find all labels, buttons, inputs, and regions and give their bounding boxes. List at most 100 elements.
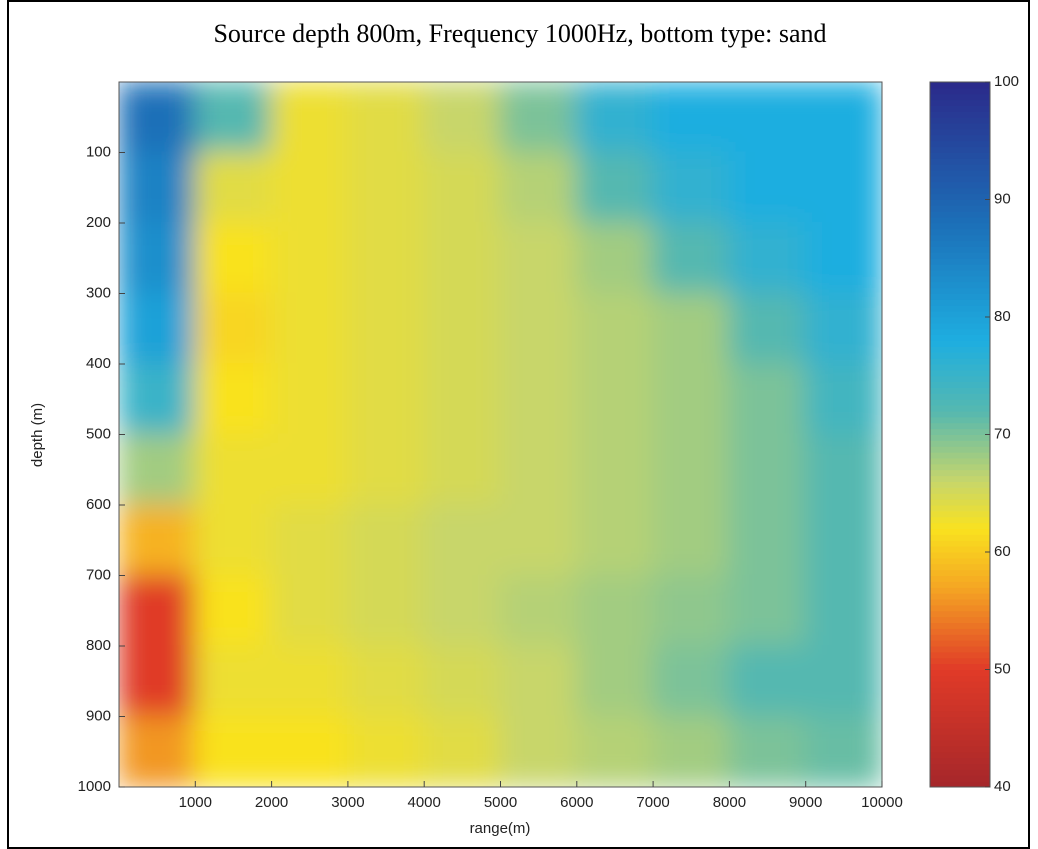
x-tick-label: 3000 [331, 794, 364, 811]
heatmap-cell [119, 222, 197, 295]
colorbar-tick-label: 70 [994, 425, 1011, 442]
colorbar-swatch [930, 716, 990, 723]
heatmap-cell [423, 151, 502, 224]
heatmap-cell [119, 715, 197, 787]
y-tick-label: 300 [86, 284, 111, 301]
colorbar-swatch [930, 604, 990, 612]
heatmap-cell [346, 574, 426, 647]
colorbar-tick-label: 90 [994, 190, 1011, 207]
heatmap-cell [804, 504, 882, 577]
colorbar-swatch [930, 593, 990, 600]
colorbar-swatch [930, 681, 990, 688]
colorbar-swatch [930, 305, 990, 312]
heatmap-cell [270, 151, 349, 224]
heatmap-cell [119, 151, 197, 224]
colorbar-swatch [930, 381, 990, 388]
y-tick-label: 900 [86, 707, 111, 724]
colorbar-swatch [930, 252, 990, 259]
colorbar-swatch [930, 299, 990, 306]
colorbar-swatch [930, 463, 990, 471]
colorbar-swatch [930, 399, 990, 406]
heatmap-cell [346, 292, 426, 365]
heatmap-cell [346, 504, 426, 577]
colorbar-swatch [930, 187, 990, 195]
heatmap-cell [728, 151, 807, 224]
heatmap-cell [575, 82, 655, 154]
colorbar-tick-label: 40 [994, 778, 1011, 795]
colorbar-swatch [930, 364, 990, 371]
heatmap-cell [119, 574, 197, 647]
y-tick-label: 700 [86, 566, 111, 583]
heatmap-cell [119, 82, 197, 154]
colorbar-swatch [930, 781, 990, 788]
colorbar-swatch [930, 487, 990, 494]
heatmap-cell [423, 82, 502, 154]
heatmap-cell [575, 222, 655, 295]
colorbar-swatch [930, 651, 990, 659]
heatmap-cell [346, 82, 426, 154]
colorbar-swatch [930, 281, 990, 289]
colorbar-swatch [930, 234, 990, 242]
colorbar-swatch [930, 698, 990, 706]
heatmap-cell [575, 574, 655, 647]
colorbar-swatch [930, 458, 990, 465]
colorbar-swatch [930, 334, 990, 341]
heatmap-cell [728, 292, 807, 365]
colorbar-swatch [930, 440, 990, 447]
heatmap-cell [499, 363, 578, 436]
heatmap-cell [652, 504, 731, 577]
heatmap-cell [652, 82, 731, 154]
colorbar-swatch [930, 270, 990, 277]
colorbar-swatch [930, 446, 990, 453]
x-axis-label: range(m) [470, 820, 531, 837]
heatmap-cell [346, 222, 426, 295]
colorbar-swatch [930, 769, 990, 776]
colorbar-swatch [930, 405, 990, 412]
colorbar-swatch [930, 322, 990, 330]
heatmap-cell [728, 504, 807, 577]
colorbar-swatch [930, 587, 990, 594]
heatmap-cell [575, 504, 655, 577]
colorbar-swatch [930, 434, 990, 441]
colorbar-swatch [930, 105, 990, 112]
colorbar-swatch [930, 540, 990, 547]
colorbar-swatch [930, 146, 990, 153]
colorbar-swatch [930, 622, 990, 629]
colorbar-swatch [930, 757, 990, 764]
colorbar-swatch [930, 634, 990, 641]
colorbar-swatch [930, 387, 990, 394]
heatmap-cell [194, 574, 273, 647]
colorbar-tick-label: 80 [994, 308, 1011, 325]
heatmap-cell [194, 715, 273, 787]
heatmap-cell [804, 715, 882, 787]
heatmap-cell [728, 433, 807, 506]
colorbar-swatch [930, 411, 990, 418]
x-tick-label: 4000 [408, 794, 441, 811]
colorbar-swatch [930, 775, 990, 782]
heatmap [119, 82, 882, 787]
colorbar-swatch [930, 599, 990, 606]
colorbar-swatch [930, 140, 990, 148]
colorbar-swatch [930, 745, 990, 753]
colorbar-swatch [930, 176, 990, 183]
heatmap-cell [728, 363, 807, 436]
colorbar-swatch [930, 111, 990, 118]
heatmap-cell [270, 645, 349, 718]
heatmap-cell [499, 222, 578, 295]
heatmap-cell [804, 222, 882, 295]
heatmap-cell [728, 715, 807, 787]
heatmap-cell [270, 433, 349, 506]
heatmap-cell [119, 645, 197, 718]
chart-title: Source depth 800m, Frequency 1000Hz, bot… [213, 19, 826, 48]
heatmap-cell [119, 363, 197, 436]
colorbar-swatch [930, 569, 990, 576]
heatmap-cell [575, 645, 655, 718]
heatmap-cell [423, 715, 502, 787]
colorbar-swatch [930, 546, 990, 553]
colorbar-swatch [930, 393, 990, 400]
colorbar-swatch [930, 663, 990, 670]
x-tick-label: 7000 [636, 794, 669, 811]
colorbar-swatch [930, 199, 990, 206]
heatmap-cell [194, 151, 273, 224]
heatmap-cell [652, 363, 731, 436]
